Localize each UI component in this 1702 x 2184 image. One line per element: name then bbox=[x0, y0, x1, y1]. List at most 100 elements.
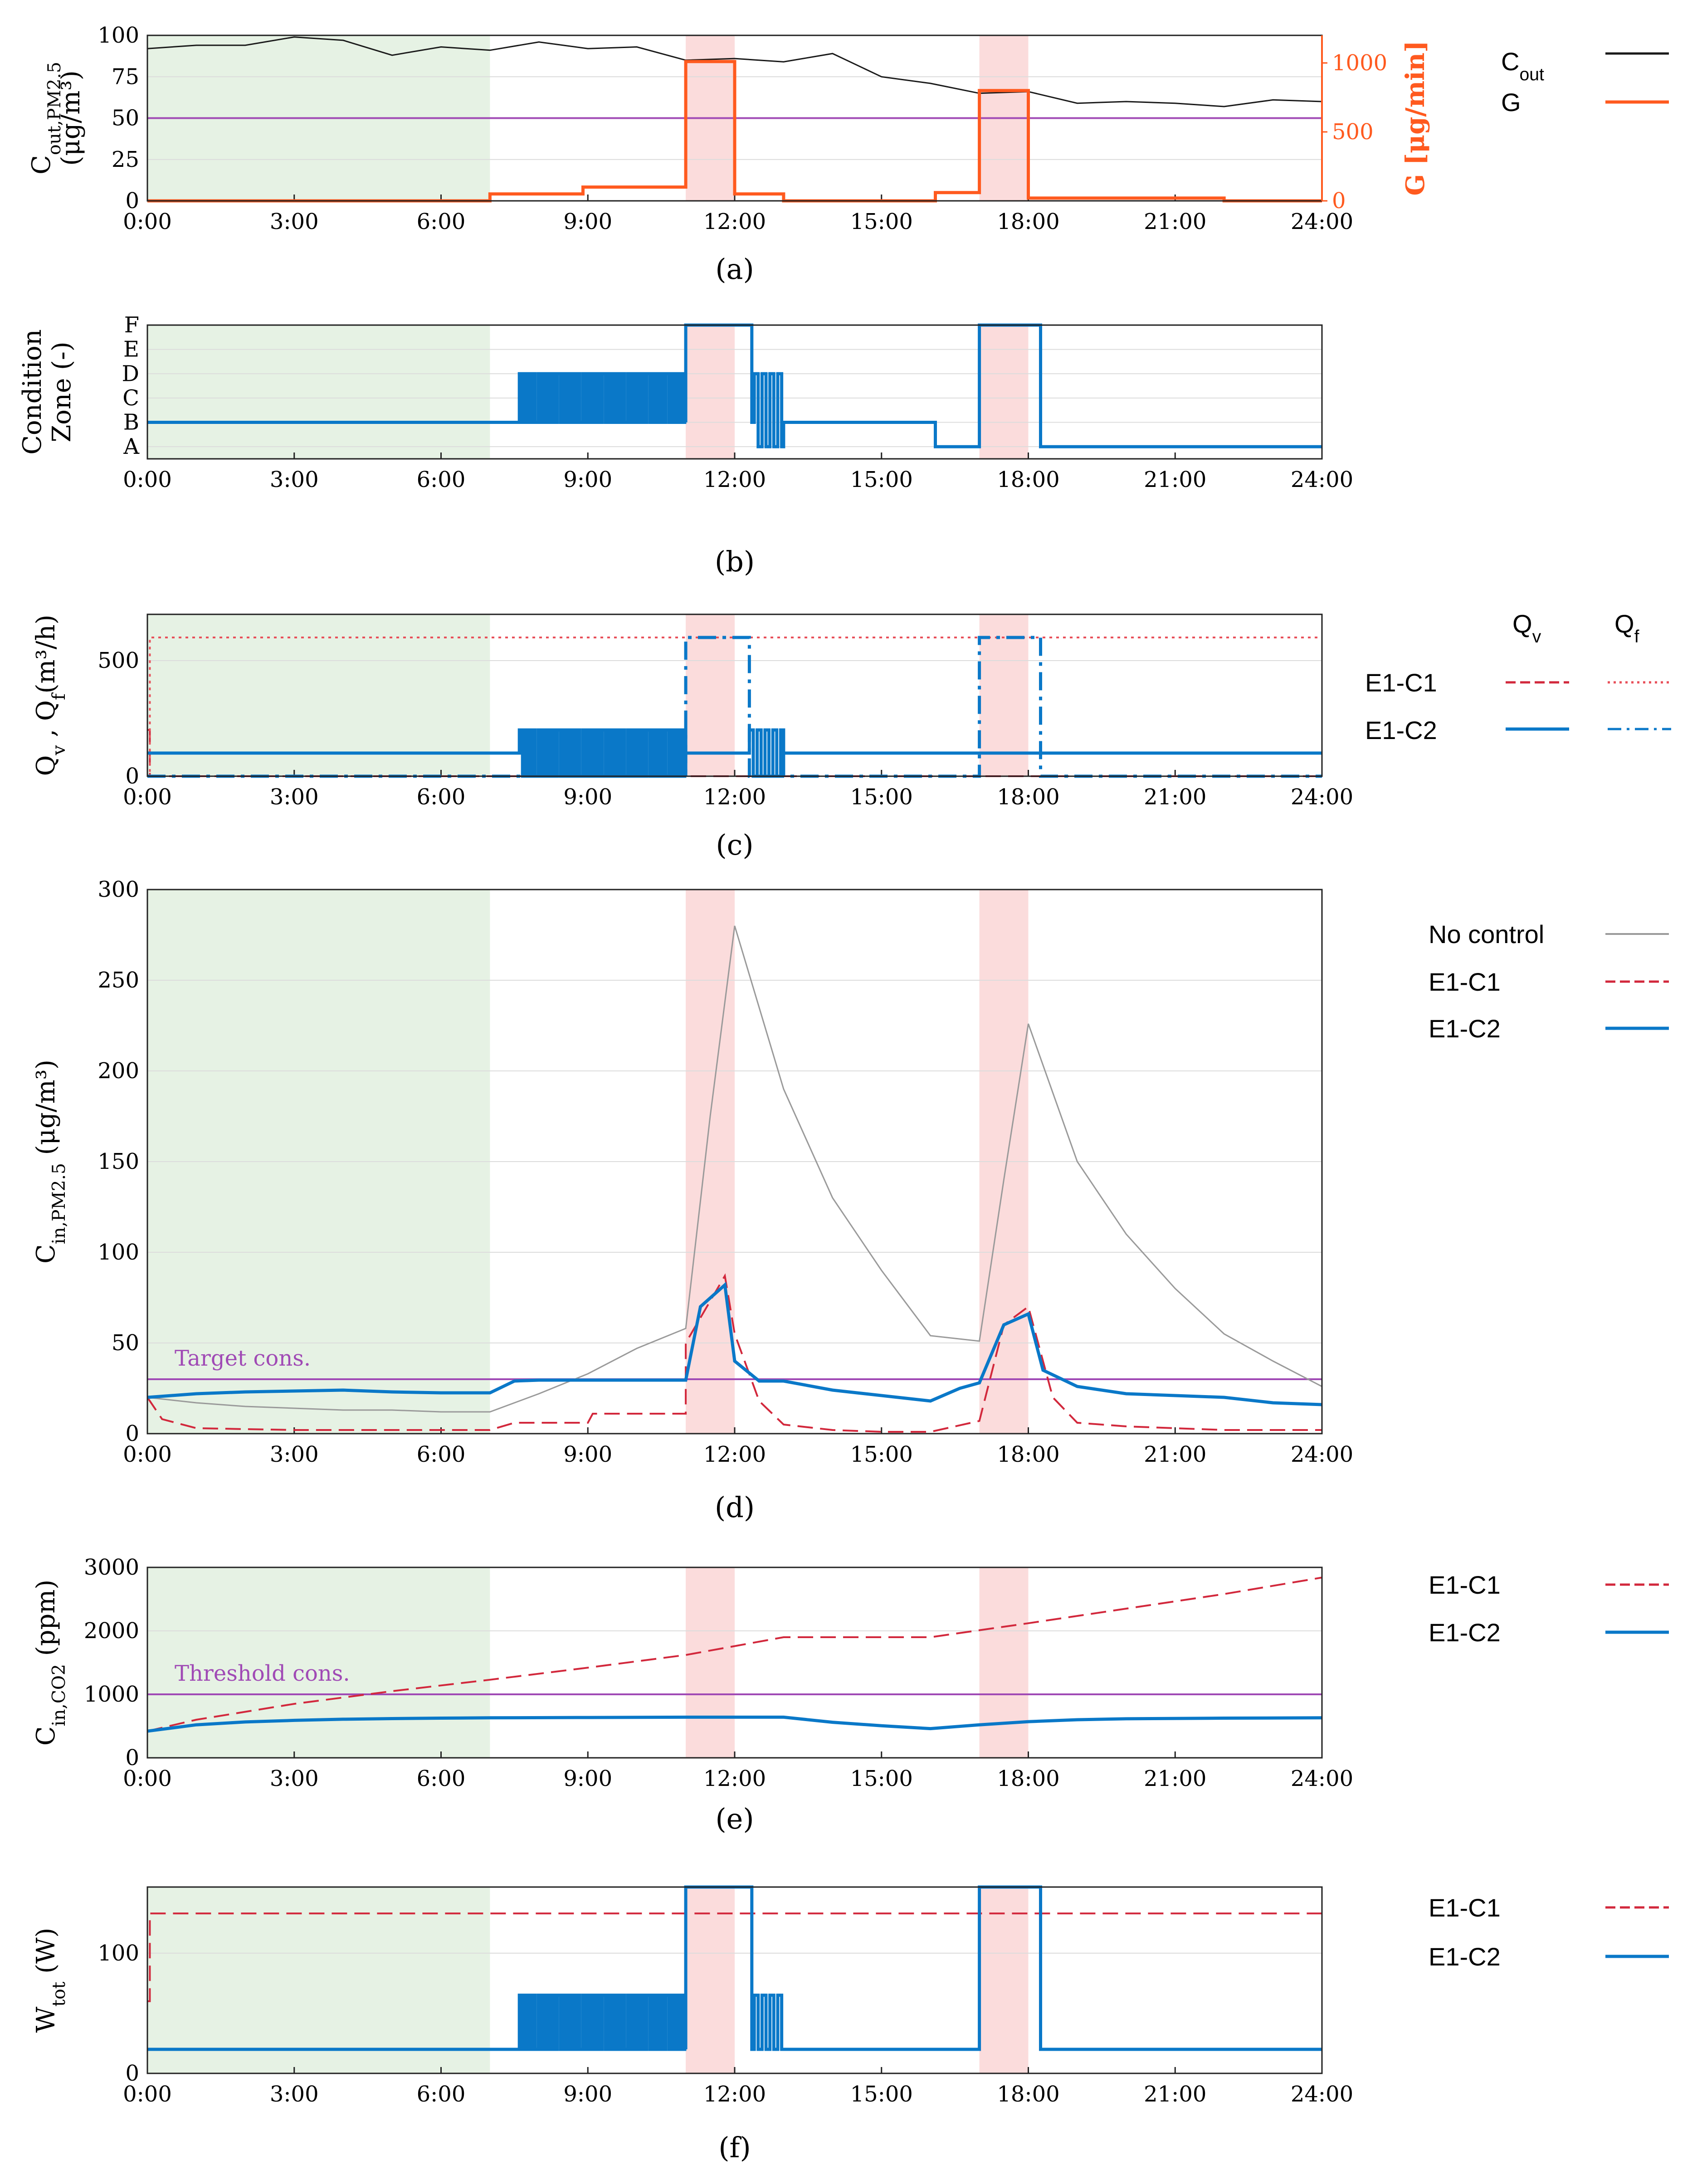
night-period-shade bbox=[147, 1567, 490, 1758]
y-axis-label-b: Condition Zone (-) bbox=[18, 329, 77, 455]
x-tick-label: 12:00 bbox=[703, 784, 766, 810]
x-tick-label: 6:00 bbox=[417, 784, 466, 810]
cooking-period-shade bbox=[686, 325, 735, 459]
x-tick-label: 15:00 bbox=[850, 784, 913, 810]
x-tick-label: 24:00 bbox=[1291, 1766, 1353, 1791]
night-period-shade bbox=[147, 614, 490, 776]
series-line-e1-c1 bbox=[147, 1912, 1322, 2002]
x-tick-label: 18:00 bbox=[997, 784, 1059, 810]
plot-frame bbox=[146, 889, 1323, 1435]
legend-label-e1-c2: E1-C2 bbox=[1365, 716, 1437, 744]
series-line-e1-c2-qf bbox=[147, 636, 1322, 778]
x-tick-label: 15:00 bbox=[850, 1442, 913, 1467]
series-line-e1-c1 bbox=[147, 1576, 1322, 1732]
x-tick-label: 15:00 bbox=[850, 209, 913, 234]
y-tick-label: 25 bbox=[112, 147, 139, 172]
plot-frame bbox=[146, 324, 1323, 460]
x-tick-label: 24:00 bbox=[1291, 784, 1353, 810]
x-tick-label: 21:00 bbox=[1144, 1442, 1206, 1467]
y-tick-label: 100 bbox=[98, 1240, 139, 1265]
x-tick-label: 15:00 bbox=[850, 467, 913, 492]
legend-label-e1-c1: E1-C1 bbox=[1429, 1893, 1501, 1922]
x-tick-label: 9:00 bbox=[563, 467, 612, 492]
panel-caption: (c) bbox=[716, 828, 753, 861]
y-axis-label-line1: Cout,PM2.5 bbox=[27, 62, 65, 175]
y-tick-label: 0 bbox=[125, 188, 139, 214]
x-tick-label: 21:00 bbox=[1144, 209, 1206, 234]
x-tick-label: 6:00 bbox=[417, 467, 466, 492]
panel-caption: (d) bbox=[715, 1491, 755, 1524]
series-line-e1-c2-zone bbox=[147, 323, 1322, 448]
cooking-period-shade bbox=[979, 614, 1029, 776]
x-tick-label: 18:00 bbox=[997, 2082, 1059, 2107]
y2-tick-label: 0 bbox=[1332, 188, 1346, 214]
series-line-e1-c2 bbox=[147, 1885, 1322, 2051]
threshold-annotation: Target cons. bbox=[175, 1346, 311, 1371]
series-line-g bbox=[147, 60, 1322, 203]
y2-tick-label: 1000 bbox=[1332, 50, 1387, 76]
y-tick-label: C bbox=[122, 385, 139, 411]
x-tick-label: 6:00 bbox=[417, 209, 466, 234]
y-tick-label: 3000 bbox=[84, 1555, 139, 1580]
x-tick-label: 24:00 bbox=[1291, 467, 1353, 492]
x-tick-label: 0:00 bbox=[123, 209, 172, 234]
panel-caption: (b) bbox=[715, 545, 755, 578]
x-tick-label: 9:00 bbox=[563, 1442, 612, 1467]
x-tick-label: 3:00 bbox=[270, 784, 319, 810]
y-tick-label: F bbox=[124, 312, 139, 338]
y-tick-label: 75 bbox=[112, 64, 139, 89]
legend-label-e1-c1: E1-C1 bbox=[1429, 968, 1501, 996]
cooking-period-shade bbox=[686, 1567, 735, 1758]
y-tick-label: 100 bbox=[98, 1941, 139, 1966]
series-line-e1-c2 bbox=[147, 1281, 1322, 1406]
legend-label-e1-c2: E1-C2 bbox=[1429, 1618, 1501, 1647]
y-axis-label-line2: Zone (-) bbox=[47, 341, 77, 442]
series-line-no-control bbox=[147, 925, 1322, 1413]
y-tick-label: E bbox=[123, 337, 139, 362]
cooking-period-shade bbox=[686, 614, 735, 776]
cooking-period-shade bbox=[979, 325, 1029, 459]
series-line-c-out bbox=[147, 36, 1322, 107]
cooking-period-shade bbox=[979, 1567, 1029, 1758]
x-tick-label: 0:00 bbox=[123, 1442, 172, 1467]
y-tick-label: D bbox=[122, 361, 139, 386]
legend-header-qv: Qv bbox=[1512, 609, 1541, 647]
x-tick-label: 9:00 bbox=[563, 209, 612, 234]
x-tick-label: 12:00 bbox=[703, 209, 766, 234]
x-tick-label: 18:00 bbox=[997, 1442, 1059, 1467]
x-tick-label: 12:00 bbox=[703, 1442, 766, 1467]
x-tick-label: 18:00 bbox=[997, 1766, 1059, 1791]
y-axis-label-a: Cout,PM2.5(μg/m³) bbox=[27, 62, 86, 175]
y-axis-label-f: Wtot (W) bbox=[31, 1928, 69, 2033]
plot-frame bbox=[146, 1566, 1323, 1759]
legend-label-g: G bbox=[1501, 88, 1521, 117]
y-axis-label-c: Qv , Qf(m³/h) bbox=[31, 614, 69, 776]
y-tick-label: A bbox=[123, 434, 140, 459]
legend-label-e1-c2: E1-C2 bbox=[1429, 1014, 1501, 1043]
x-tick-label: 0:00 bbox=[123, 467, 172, 492]
x-tick-label: 24:00 bbox=[1291, 1442, 1353, 1467]
x-tick-label: 3:00 bbox=[270, 1766, 319, 1791]
x-tick-label: 21:00 bbox=[1144, 1766, 1206, 1791]
x-tick-label: 0:00 bbox=[123, 2082, 172, 2107]
plot-frame bbox=[146, 1886, 1323, 2074]
y-axis-label-line2: (μg/m³) bbox=[56, 70, 86, 165]
y-tick-label: 1000 bbox=[84, 1682, 139, 1707]
x-tick-label: 12:00 bbox=[703, 467, 766, 492]
x-tick-label: 21:00 bbox=[1144, 467, 1206, 492]
x-tick-label: 21:00 bbox=[1144, 2082, 1206, 2107]
cooking-period-shade bbox=[979, 1887, 1029, 2073]
y-tick-label: 100 bbox=[98, 23, 139, 48]
x-tick-label: 6:00 bbox=[417, 1766, 466, 1791]
y-tick-label: 300 bbox=[98, 877, 139, 902]
legend-label-cout: Cout bbox=[1501, 47, 1544, 84]
legend-label-e1-c1: E1-C1 bbox=[1429, 1571, 1501, 1599]
y-tick-label: 0 bbox=[125, 2061, 139, 2086]
legend-header-qf: Qf bbox=[1614, 609, 1639, 647]
night-period-shade bbox=[147, 325, 490, 459]
y-tick-label: 150 bbox=[98, 1149, 139, 1174]
x-tick-label: 9:00 bbox=[563, 1766, 612, 1791]
plot-frame bbox=[146, 613, 1323, 777]
x-tick-label: 9:00 bbox=[563, 784, 612, 810]
